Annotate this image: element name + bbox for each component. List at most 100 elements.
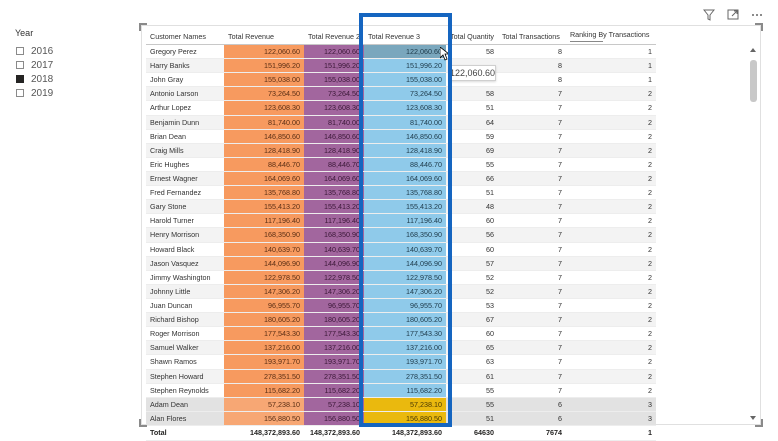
total-quantity-cell[interactable]: 57 [446, 256, 498, 271]
column-header-total-quantity[interactable]: Total Quantity [446, 28, 498, 45]
total-revenue-2-cell[interactable]: 96,955.70 [304, 298, 364, 314]
checkbox[interactable] [16, 47, 24, 55]
total-revenue-cell[interactable]: 117,196.40 [224, 213, 304, 229]
total-transactions-cell[interactable]: 7 [497, 143, 566, 158]
total-revenue-2-cell[interactable]: 168,350.90 [304, 227, 364, 243]
total-revenue-cell[interactable]: 128,418.90 [224, 143, 304, 158]
total-quantity-cell[interactable]: 51 [446, 100, 498, 116]
column-header-ranking-by-transactions[interactable]: Ranking By Transactions [565, 28, 656, 45]
total-quantity-cell[interactable]: 52 [446, 284, 498, 299]
total-revenue-cell[interactable]: 155,038.00 [224, 72, 304, 88]
total-quantity-cell[interactable]: 69 [446, 143, 498, 158]
total-revenue-3-cell[interactable]: 155,038.00 [364, 72, 446, 88]
total-revenue-3-cell[interactable]: 137,216.00 [364, 340, 446, 356]
total-transactions-cell[interactable]: 7 [497, 354, 566, 370]
total-quantity-cell[interactable]: 55 [446, 397, 498, 412]
total-revenue-3-cell[interactable]: 88,446.70 [364, 157, 446, 172]
column-header-total-revenue-3[interactable]: Total Revenue 3 [364, 28, 446, 45]
table-row[interactable]: Eric Hughes 88,446.70 88,446.70 88,446.70 55… [146, 157, 656, 172]
customer-name-cell[interactable]: Roger Morrison [146, 326, 224, 342]
column-header-total-revenue-2[interactable]: Total Revenue 2 [304, 28, 364, 45]
focus-mode-icon[interactable] [726, 8, 740, 22]
total-quantity-cell[interactable]: 66 [446, 171, 498, 187]
total-quantity-cell[interactable]: 58 [446, 44, 498, 60]
total-revenue-2-cell[interactable]: 122,978.50 [304, 270, 364, 285]
total-revenue-3-cell[interactable]: 146,850.60 [364, 129, 446, 144]
total-revenue-2-cell[interactable]: 164,069.60 [304, 171, 364, 187]
scrollbar-thumb[interactable] [750, 60, 757, 102]
total-revenue-cell[interactable]: 146,850.60 [224, 129, 304, 144]
total-revenue-3-cell[interactable]: 73,264.50 [364, 86, 446, 102]
total-transactions-cell[interactable]: 8 [497, 44, 566, 60]
customer-name-cell[interactable]: Gary Stone [146, 199, 224, 215]
ranking-cell[interactable]: 2 [565, 383, 656, 398]
resize-handle-bottom-left[interactable] [139, 419, 147, 427]
total-quantity-cell[interactable]: 60 [446, 242, 498, 257]
total-quantity-cell[interactable]: 58 [446, 86, 498, 102]
total-transactions-cell[interactable]: 7 [497, 340, 566, 356]
slicer-item-2017[interactable]: 2017 [15, 58, 125, 72]
total-quantity-cell[interactable]: 51 [446, 185, 498, 201]
total-revenue-2-cell[interactable]: 155,413.20 [304, 199, 364, 215]
table-row[interactable]: Alan Flores 156,880.50 156,880.50 156,880.5… [146, 411, 656, 426]
total-revenue-3-cell[interactable]: 168,350.90 [364, 227, 446, 243]
total-quantity-cell[interactable]: 60 [446, 326, 498, 342]
column-header-customer-names[interactable]: Customer Names [146, 28, 224, 45]
total-revenue-2-cell[interactable]: 140,639.70 [304, 242, 364, 257]
table-row[interactable]: Roger Morrison 177,543.30 177,543.30 177,54… [146, 326, 656, 342]
more-options-icon[interactable] [750, 8, 764, 22]
total-transactions-cell[interactable]: 8 [497, 58, 566, 74]
total-revenue-2-cell[interactable]: 146,850.60 [304, 129, 364, 144]
total-revenue-3-cell[interactable]: 115,682.20 [364, 383, 446, 398]
total-transactions-cell[interactable]: 7 [497, 199, 566, 215]
total-revenue-2-cell[interactable]: 128,418.90 [304, 143, 364, 158]
total-revenue-3-cell[interactable]: 151,996.20 [364, 58, 446, 74]
customer-name-cell[interactable]: Brian Dean [146, 129, 224, 144]
total-quantity-cell[interactable]: 55 [446, 383, 498, 398]
table-row[interactable]: Gregory Perez 122,060.60 122,060.60 122,060… [146, 44, 656, 60]
total-revenue-2-cell[interactable]: 115,682.20 [304, 383, 364, 398]
total-revenue-3-cell[interactable]: 144,096.90 [364, 256, 446, 271]
total-revenue-cell[interactable]: 278,351.50 [224, 369, 304, 384]
total-transactions-cell[interactable]: 7 [497, 115, 566, 130]
scroll-down-icon[interactable] [750, 416, 756, 420]
total-revenue-cell[interactable]: 151,996.20 [224, 58, 304, 74]
total-revenue-2-cell[interactable]: 81,740.00 [304, 115, 364, 130]
total-transactions-cell[interactable]: 8 [497, 72, 566, 88]
checkbox[interactable] [16, 75, 24, 83]
total-transactions-cell[interactable]: 7 [497, 157, 566, 172]
total-revenue-cell[interactable]: 164,069.60 [224, 171, 304, 187]
total-revenue-3-cell[interactable]: 117,196.40 [364, 213, 446, 229]
total-revenue-2-cell[interactable]: 88,446.70 [304, 157, 364, 172]
customer-name-cell[interactable]: Adam Dean [146, 397, 224, 412]
ranking-cell[interactable]: 2 [565, 143, 656, 158]
total-quantity-cell[interactable]: 52 [446, 270, 498, 285]
total-revenue-cell[interactable]: 156,880.50 [224, 411, 304, 426]
total-revenue-cell[interactable]: 144,096.90 [224, 256, 304, 271]
total-revenue-3-cell[interactable]: 193,971.70 [364, 354, 446, 370]
customer-name-cell[interactable]: John Gray [146, 72, 224, 88]
total-quantity-cell[interactable]: 60 [446, 213, 498, 229]
total-revenue-3-cell[interactable]: 147,306.20 [364, 284, 446, 299]
total-revenue-3-cell[interactable]: 177,543.30 [364, 326, 446, 342]
total-revenue-2-cell[interactable]: 147,306.20 [304, 284, 364, 299]
column-header-total-revenue[interactable]: Total Revenue [224, 28, 304, 45]
table-row[interactable]: Johnny Little 147,306.20 147,306.20 147,306… [146, 284, 656, 299]
total-revenue-2-cell[interactable]: 155,038.00 [304, 72, 364, 88]
ranking-cell[interactable]: 2 [565, 326, 656, 342]
customer-name-cell[interactable]: Fred Fernandez [146, 185, 224, 201]
ranking-cell[interactable]: 2 [565, 86, 656, 102]
total-revenue-cell[interactable]: 81,740.00 [224, 115, 304, 130]
slicer-item-2018[interactable]: 2018 [15, 72, 125, 86]
ranking-cell[interactable]: 2 [565, 284, 656, 299]
total-transactions-cell[interactable]: 7 [497, 129, 566, 144]
table-row[interactable]: John Gray 155,038.00 155,038.00 155,038.00 8… [146, 72, 656, 88]
table-row[interactable]: Arthur Lopez 123,608.30 123,608.30 123,608.… [146, 100, 656, 116]
total-revenue-2-cell[interactable]: 193,971.70 [304, 354, 364, 370]
table-row[interactable]: Stephen Howard 278,351.50 278,351.50 278,35… [146, 369, 656, 384]
customer-name-cell[interactable]: Johnny Little [146, 284, 224, 299]
total-revenue-cell[interactable]: 180,605.20 [224, 312, 304, 328]
scroll-up-icon[interactable] [750, 48, 756, 52]
total-revenue-cell[interactable]: 122,060.60 [224, 44, 304, 60]
table-row[interactable]: Brian Dean 146,850.60 146,850.60 146,850.60… [146, 129, 656, 144]
